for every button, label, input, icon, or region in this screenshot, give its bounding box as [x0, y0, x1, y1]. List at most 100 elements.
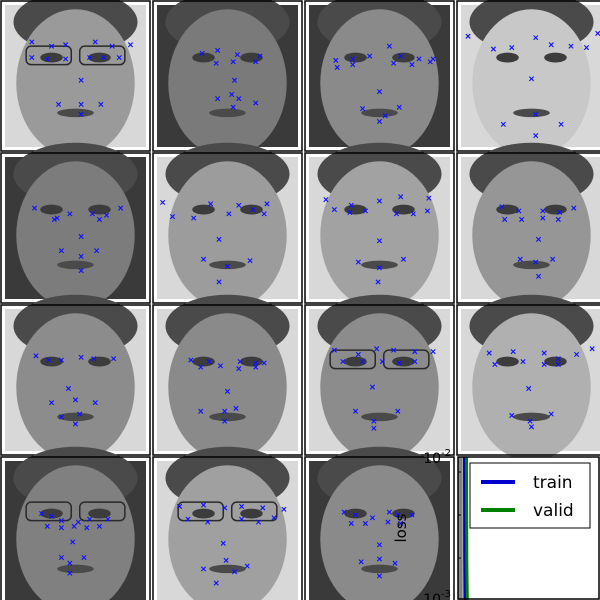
keypoint-marker — [281, 506, 287, 512]
eye-shape — [40, 204, 63, 215]
panel-frame — [456, 304, 600, 456]
mouth-shape — [361, 108, 398, 118]
keypoint-marker — [271, 515, 277, 521]
legend: train valid — [469, 462, 591, 529]
keypoint-marker — [376, 198, 383, 204]
face-panel — [152, 142, 303, 309]
keypoint-marker — [58, 525, 64, 531]
keypoint-marker — [206, 358, 212, 365]
keypoint-marker — [230, 59, 236, 65]
loss-curve-valid — [465, 457, 469, 600]
keypoint-marker — [540, 215, 546, 221]
keypoint-marker — [412, 358, 418, 365]
face-shape — [320, 465, 439, 600]
keypoint-marker — [465, 33, 471, 39]
keypoint-marker — [517, 256, 523, 262]
keypoint-marker — [54, 215, 60, 221]
keypoint-marker — [568, 43, 574, 49]
mouth-shape — [57, 108, 94, 118]
mouth-shape — [361, 412, 398, 422]
ytick-label-bottom: 10-3 — [423, 589, 451, 600]
ylabel: loss — [392, 513, 410, 542]
eye-shape — [88, 356, 111, 367]
keypoint-marker — [78, 253, 84, 259]
keypoint-marker — [109, 43, 115, 49]
keypoint-marker — [224, 263, 231, 269]
keypoint-marker — [29, 39, 35, 45]
eye-shape — [192, 508, 215, 519]
keypoint-marker — [502, 216, 508, 223]
keypoint-marker — [169, 214, 176, 220]
keypoint-marker — [261, 360, 267, 366]
keypoint-marker — [224, 388, 231, 394]
keypoint-marker — [58, 414, 64, 420]
keypoint-marker — [237, 358, 243, 365]
keypoint-marker — [58, 554, 64, 561]
eye-shape — [392, 356, 415, 367]
keypoint-marker — [362, 520, 368, 527]
keypoint-marker — [555, 216, 561, 223]
keypoint-marker — [103, 212, 110, 218]
keypoint-marker — [528, 424, 535, 430]
eye-shape — [392, 52, 415, 63]
keypoint-marker — [376, 265, 383, 271]
glasses-shape — [25, 501, 73, 522]
keypoint-marker — [391, 347, 397, 353]
keypoint-marker — [176, 503, 183, 510]
keypoint-marker — [116, 54, 122, 61]
keypoint-marker — [362, 208, 368, 214]
keypoint-marker — [72, 397, 79, 403]
keypoint-marker — [359, 106, 366, 112]
plot-frame — [457, 456, 600, 600]
eye-shape — [240, 52, 263, 63]
face-panel — [152, 294, 303, 461]
eye-shape — [240, 508, 263, 519]
face-shape — [472, 9, 591, 157]
eye-shape — [544, 356, 567, 367]
keypoint-marker — [516, 208, 522, 214]
keypoint-marker — [200, 256, 207, 262]
keypoint-marker — [557, 209, 563, 215]
glasses-shape — [78, 45, 126, 66]
keypoint-marker — [376, 89, 383, 95]
panel-frame — [304, 456, 455, 600]
mouth-shape — [513, 108, 550, 118]
keypoint-marker — [89, 211, 96, 217]
keypoint-marker — [396, 360, 402, 366]
keypoint-marker — [348, 202, 354, 208]
eye-shape — [392, 508, 415, 519]
keypoint-marker — [253, 59, 259, 65]
keypoint-marker — [78, 111, 84, 117]
eye-shape — [40, 508, 63, 519]
keypoint-marker — [244, 563, 250, 569]
keypoint-marker — [527, 418, 533, 424]
keypoint-marker — [333, 57, 339, 63]
keypoint-marker — [548, 411, 554, 417]
keypoint-marker — [44, 56, 50, 62]
keypoint-marker — [550, 256, 556, 262]
keypoint-marker — [127, 42, 134, 48]
face-panel — [152, 446, 303, 600]
keypoint-marker — [253, 364, 259, 370]
keypoint-marker — [185, 516, 191, 522]
face-panel — [0, 446, 151, 600]
loss-curves — [458, 457, 469, 600]
keypoint-marker — [400, 256, 407, 262]
face-shape — [472, 313, 591, 461]
keypoint-marker — [376, 238, 383, 244]
keypoint-marker — [78, 101, 84, 107]
face-shape — [16, 313, 135, 461]
keypoint-marker — [379, 358, 385, 365]
face-panel — [304, 446, 455, 600]
keypoint-marker — [376, 573, 383, 579]
keypoint-marker — [236, 96, 242, 102]
mouth-shape — [57, 260, 94, 270]
keypoint-marker — [96, 523, 103, 529]
keypoint-marker — [583, 45, 590, 51]
mouth-shape — [209, 260, 246, 270]
keypoint-marker — [58, 357, 64, 363]
keypoint-marker — [340, 358, 346, 365]
keypoint-marker — [526, 385, 532, 392]
face-panel — [152, 0, 303, 157]
